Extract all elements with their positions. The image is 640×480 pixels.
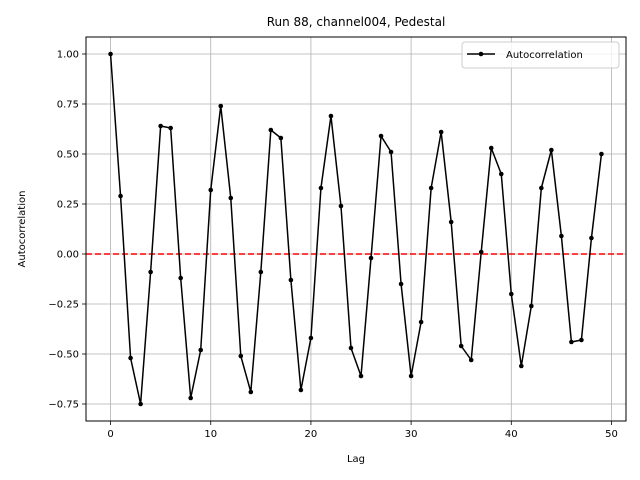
y-tick-label: −0.25 <box>48 300 79 311</box>
data-point <box>408 373 414 379</box>
data-point <box>188 395 193 401</box>
data-point <box>168 125 173 131</box>
legend-label: Autocorrelation <box>506 50 583 61</box>
x-axis-label: Lag <box>347 454 365 465</box>
data-point <box>549 147 554 153</box>
data-point <box>579 337 584 343</box>
y-tick-label: 0.50 <box>57 150 79 161</box>
data-point <box>288 277 294 283</box>
data-point <box>338 203 344 209</box>
data-point <box>388 149 394 155</box>
x-tick-label: 40 <box>505 429 518 440</box>
series-group <box>108 51 604 407</box>
y-tick-label: −0.75 <box>48 400 79 411</box>
y-tick-label: 0.25 <box>57 200 79 211</box>
data-point <box>258 269 264 275</box>
data-point <box>228 195 234 201</box>
data-point <box>488 145 494 151</box>
plot-frame <box>85 36 627 422</box>
data-point <box>308 335 314 341</box>
data-point <box>368 255 374 261</box>
data-point <box>238 353 244 359</box>
data-point <box>218 103 224 109</box>
data-point <box>108 51 113 57</box>
y-tick-label: 0.00 <box>57 250 79 261</box>
data-point <box>438 129 444 135</box>
data-point <box>589 235 594 241</box>
data-point <box>418 319 424 325</box>
x-tick-label: 0 <box>107 429 113 440</box>
data-point <box>278 135 284 141</box>
x-tick-label: 20 <box>305 429 318 440</box>
data-point <box>508 291 514 297</box>
data-point <box>208 187 214 193</box>
data-point <box>158 123 163 129</box>
data-point <box>198 347 204 353</box>
data-point <box>178 275 183 281</box>
data-point <box>569 339 574 345</box>
data-point <box>478 249 484 255</box>
axis-ticks: 0 10 20 30 40 50 −0.75 −0.50 −0.25 0.00 0.25 0.50 0.… <box>48 50 617 441</box>
data-point <box>268 127 274 133</box>
series-line-autocorrelation <box>109 53 603 405</box>
y-tick-label: −0.50 <box>48 350 79 361</box>
data-point <box>128 355 133 361</box>
data-point <box>559 233 564 239</box>
data-point <box>398 281 404 287</box>
y-tick-label: 0.75 <box>57 100 79 111</box>
y-axis-label: Autocorrelation <box>17 191 28 268</box>
data-point <box>148 269 153 275</box>
data-point <box>468 357 474 363</box>
x-tick-label: 10 <box>204 429 217 440</box>
data-point <box>358 373 364 379</box>
x-tick-label: 50 <box>605 429 618 440</box>
legend-marker-swatch <box>478 51 484 57</box>
data-point <box>318 185 324 191</box>
data-point <box>248 389 254 395</box>
data-point <box>519 363 524 369</box>
chart-title: Run 88, channel004, Pedestal <box>267 15 446 29</box>
data-point <box>458 343 464 349</box>
data-point <box>448 219 454 225</box>
data-point <box>428 185 434 191</box>
data-point <box>348 345 354 351</box>
data-point <box>378 133 384 139</box>
data-point <box>529 303 534 309</box>
data-point <box>298 387 304 393</box>
y-tick-label: 1.00 <box>57 50 79 61</box>
legend: Autocorrelation <box>461 41 620 69</box>
legend-box <box>461 41 620 69</box>
x-tick-label: 30 <box>405 429 418 440</box>
data-point <box>138 401 143 407</box>
data-point <box>118 193 123 199</box>
data-point <box>599 151 604 157</box>
data-point <box>539 185 544 191</box>
data-point <box>498 171 504 177</box>
data-point <box>328 113 334 119</box>
